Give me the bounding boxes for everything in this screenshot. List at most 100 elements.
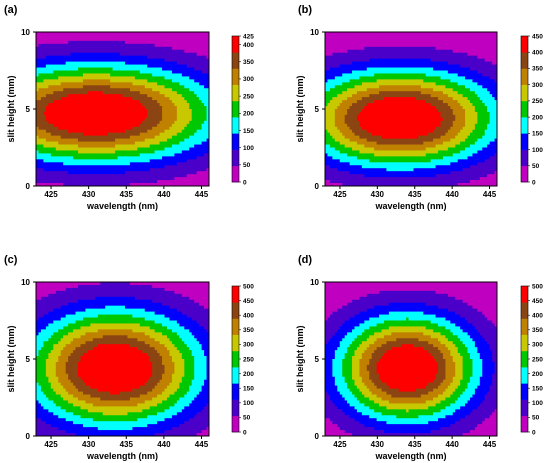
heatmap-cell xyxy=(352,37,355,42)
heatmap-cell xyxy=(184,150,188,154)
heatmap-cell xyxy=(164,159,168,163)
heatmap-cell xyxy=(137,32,141,36)
heatmap-cell xyxy=(102,153,106,157)
heatmap-cell xyxy=(73,46,76,51)
heatmap-cell xyxy=(63,94,67,98)
heatmap-cell xyxy=(201,37,205,42)
heatmap-cell xyxy=(97,34,101,39)
heatmap-cell xyxy=(204,106,207,110)
heatmap-cell xyxy=(191,94,195,98)
heatmap-cell xyxy=(124,100,128,104)
heatmap-cell xyxy=(388,46,392,51)
heatmap-cell xyxy=(97,64,101,68)
heatmap-cell xyxy=(107,43,111,48)
heatmap-cell xyxy=(45,117,49,122)
heatmap-cell xyxy=(472,79,476,83)
heatmap-cell xyxy=(494,34,498,39)
heatmap-cell xyxy=(63,150,67,154)
heatmap-cell xyxy=(196,141,200,145)
heatmap-cell xyxy=(63,52,67,57)
heatmap-cell xyxy=(166,126,170,131)
heatmap-cell xyxy=(132,82,136,86)
heatmap-cell xyxy=(152,70,156,74)
heatmap-cell xyxy=(494,58,498,63)
heatmap-cell xyxy=(179,138,183,142)
heatmap-cell xyxy=(45,67,49,71)
heatmap-cell xyxy=(45,183,49,187)
heatmap-cell xyxy=(58,61,62,65)
heatmap-cell xyxy=(189,64,193,68)
heatmap-cell xyxy=(381,64,385,68)
heatmap-cell xyxy=(433,49,436,54)
heatmap-cell xyxy=(179,67,183,71)
heatmap-cell xyxy=(154,114,158,119)
heatmap-cell xyxy=(366,76,370,80)
heatmap-cell xyxy=(332,49,336,54)
heatmap-cell xyxy=(80,114,84,119)
heatmap-cell xyxy=(327,37,331,42)
heatmap-cell xyxy=(196,103,200,107)
heatmap-cell xyxy=(406,40,409,45)
heatmap-cell xyxy=(472,43,476,48)
heatmap-cell xyxy=(194,156,198,160)
heatmap-cell xyxy=(60,97,64,101)
heatmap-cell xyxy=(129,138,133,142)
heatmap-cell xyxy=(122,46,126,51)
heatmap-cell xyxy=(107,82,111,86)
heatmap-cell xyxy=(181,85,185,89)
heatmap-cell xyxy=(374,43,377,48)
heatmap-cell xyxy=(181,49,185,54)
heatmap-cell xyxy=(332,34,336,39)
heatmap-cell xyxy=(137,49,141,54)
heatmap-cell xyxy=(344,37,348,42)
heatmap-cell xyxy=(154,85,158,89)
heatmap-cell xyxy=(349,37,353,42)
heatmap-cell xyxy=(53,52,57,57)
heatmap-cell xyxy=(115,76,118,80)
heatmap-cell xyxy=(359,58,363,63)
heatmap-cell xyxy=(469,73,473,77)
heatmap-cell xyxy=(65,88,69,92)
heatmap-cell xyxy=(342,58,346,63)
heatmap-cell xyxy=(162,103,165,107)
heatmap-cell xyxy=(85,123,89,128)
heatmap-cell xyxy=(144,49,148,54)
heatmap-cell xyxy=(100,64,104,68)
heatmap-cell xyxy=(191,70,195,74)
heatmap-cell xyxy=(100,103,104,107)
heatmap-cell xyxy=(127,123,131,128)
heatmap-cell xyxy=(117,183,121,187)
heatmap-cell xyxy=(82,153,86,157)
heatmap-cell xyxy=(194,82,198,86)
heatmap-cell xyxy=(80,70,84,74)
heatmap-cell xyxy=(92,94,96,98)
heatmap-cell xyxy=(484,70,488,74)
heatmap-cell xyxy=(85,147,89,151)
heatmap-cell xyxy=(92,180,96,184)
heatmap-cell xyxy=(107,67,111,71)
heatmap-cell xyxy=(97,85,101,89)
heatmap-cell xyxy=(332,67,336,71)
heatmap-cell xyxy=(450,76,454,80)
heatmap-cell xyxy=(184,76,188,80)
heatmap-cell xyxy=(477,73,481,77)
heatmap-cell xyxy=(144,106,148,110)
heatmap-cell xyxy=(110,70,114,74)
heatmap-cell xyxy=(95,162,99,166)
heatmap-cell xyxy=(359,34,363,39)
heatmap-cell xyxy=(142,183,146,187)
heatmap-cell xyxy=(65,106,69,110)
heatmap-cell xyxy=(418,49,422,54)
heatmap-cell xyxy=(325,61,328,65)
heatmap-cell xyxy=(70,103,74,107)
heatmap-cell xyxy=(48,37,52,42)
heatmap-cell xyxy=(344,46,348,51)
heatmap-cell xyxy=(206,168,210,172)
heatmap-cell xyxy=(181,94,185,98)
heatmap-cell xyxy=(45,150,49,154)
heatmap-cell xyxy=(65,141,69,145)
heatmap-cell xyxy=(152,85,156,89)
heatmap-cell xyxy=(105,58,109,63)
heatmap-cell xyxy=(388,52,392,57)
heatmap-cell xyxy=(477,64,481,68)
